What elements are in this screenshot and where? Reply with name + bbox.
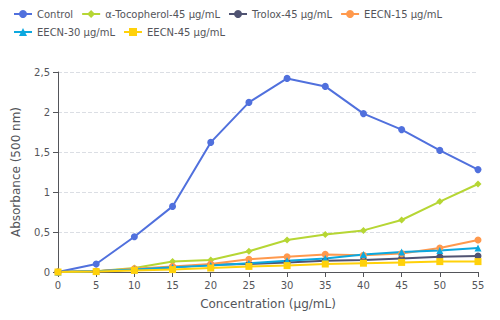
svg-text:20: 20 [204, 280, 217, 291]
svg-text:0,5: 0,5 [34, 227, 50, 238]
svg-text:Absorbance (500 nm): Absorbance (500 nm) [9, 107, 23, 237]
svg-text:35: 35 [319, 280, 332, 291]
svg-text:α-Tocopherol-45 μg/mL: α-Tocopherol-45 μg/mL [105, 9, 220, 20]
svg-text:55: 55 [472, 280, 485, 291]
svg-text:30: 30 [281, 280, 294, 291]
svg-text:1: 1 [44, 187, 50, 198]
svg-text:15: 15 [166, 280, 179, 291]
svg-text:2,5: 2,5 [34, 67, 50, 78]
svg-text:40: 40 [357, 280, 370, 291]
svg-text:2: 2 [44, 107, 50, 118]
svg-text:Trolox-45 μg/mL: Trolox-45 μg/mL [251, 9, 332, 20]
svg-text:Concentration (μg/mL): Concentration (μg/mL) [200, 297, 336, 311]
svg-text:EECN-45 μg/mL: EECN-45 μg/mL [147, 27, 225, 38]
svg-text:Control: Control [37, 9, 73, 20]
svg-text:0: 0 [55, 280, 61, 291]
svg-text:1,5: 1,5 [34, 147, 50, 158]
svg-text:0: 0 [44, 267, 50, 278]
svg-text:EECN-15 μg/mL: EECN-15 μg/mL [364, 9, 442, 20]
svg-text:50: 50 [433, 280, 446, 291]
svg-text:45: 45 [395, 280, 408, 291]
svg-text:10: 10 [128, 280, 141, 291]
svg-text:25: 25 [243, 280, 256, 291]
svg-text:EECN-30 μg/mL: EECN-30 μg/mL [37, 27, 115, 38]
svg-text:5: 5 [93, 280, 99, 291]
